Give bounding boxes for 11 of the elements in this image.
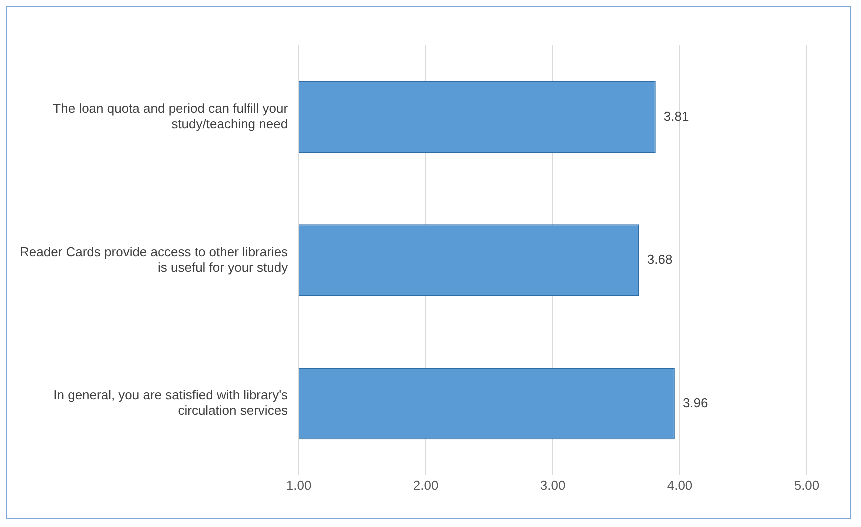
x-tick-label: 1.00 xyxy=(286,478,312,493)
x-tick-label: 5.00 xyxy=(794,478,820,493)
x-tick-label: 4.00 xyxy=(667,478,693,493)
y-tick-label: The loan quota and period can fulfill your study/teaching need xyxy=(53,101,289,132)
data-label: 3.81 xyxy=(664,108,690,124)
y-tick-label: In general, you are satisfied with library's circulation services xyxy=(54,388,289,418)
x-tick-label: 2.00 xyxy=(413,478,439,493)
data-label: 3.96 xyxy=(682,395,708,410)
data-label: 3.68 xyxy=(647,252,673,268)
x-tick-label: 3.00 xyxy=(540,478,566,493)
y-tick-label: Reader Cards provide access to other libraries is useful for your study xyxy=(20,244,289,275)
